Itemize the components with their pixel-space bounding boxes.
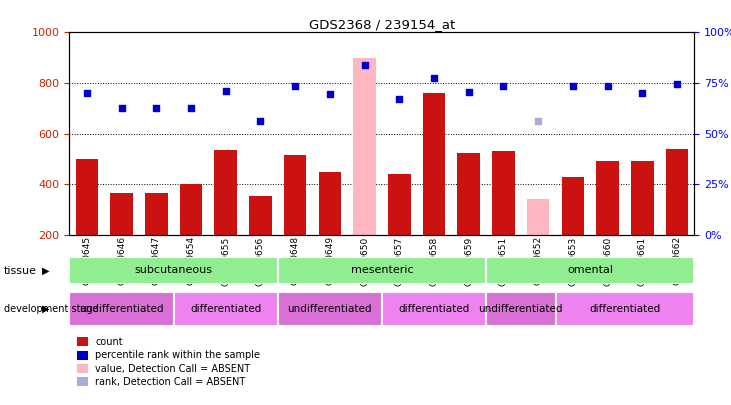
Point <box>115 105 127 111</box>
Bar <box>278 292 382 326</box>
Text: subcutaneous: subcutaneous <box>135 265 213 275</box>
Bar <box>284 155 306 235</box>
Bar <box>666 149 689 235</box>
Point <box>359 62 371 68</box>
Bar <box>214 150 237 235</box>
Bar <box>249 196 272 235</box>
Bar <box>75 159 98 235</box>
Point <box>254 118 266 124</box>
Text: undifferentiated: undifferentiated <box>287 304 372 314</box>
Text: differentiated: differentiated <box>398 304 469 314</box>
Text: tissue: tissue <box>4 266 37 275</box>
Text: differentiated: differentiated <box>190 304 261 314</box>
Text: development stage: development stage <box>4 304 98 314</box>
Text: undifferentiated: undifferentiated <box>479 304 563 314</box>
Text: undifferentiated: undifferentiated <box>79 304 164 314</box>
Bar <box>556 292 694 326</box>
Point <box>393 96 405 103</box>
Point <box>463 89 474 95</box>
Bar <box>382 292 486 326</box>
Text: ▶: ▶ <box>42 266 50 275</box>
Title: GDS2368 / 239154_at: GDS2368 / 239154_at <box>308 18 455 31</box>
Bar <box>180 184 202 235</box>
Point <box>498 82 510 89</box>
Text: omental: omental <box>567 265 613 275</box>
Text: value, Detection Call = ABSENT: value, Detection Call = ABSENT <box>95 364 250 373</box>
Point <box>289 82 301 89</box>
Bar <box>631 162 654 235</box>
Point <box>532 118 544 124</box>
Point <box>185 105 197 111</box>
Text: mesenteric: mesenteric <box>351 265 413 275</box>
Bar <box>353 58 376 235</box>
Text: count: count <box>95 337 123 347</box>
Point <box>428 75 440 81</box>
Text: rank, Detection Call = ABSENT: rank, Detection Call = ABSENT <box>95 377 246 387</box>
Bar <box>319 172 341 235</box>
Bar <box>110 193 133 235</box>
Bar <box>596 162 619 235</box>
Point <box>81 90 93 96</box>
Bar <box>486 257 694 284</box>
Bar <box>527 200 550 235</box>
Bar <box>69 257 278 284</box>
Bar <box>278 257 486 284</box>
Bar <box>492 151 515 235</box>
Point <box>671 81 683 87</box>
Point <box>324 91 336 98</box>
Text: ▶: ▶ <box>42 304 50 314</box>
Bar <box>486 292 556 326</box>
Bar <box>423 93 445 235</box>
Bar <box>69 292 173 326</box>
Bar <box>173 292 278 326</box>
Bar <box>388 174 411 235</box>
Point <box>220 87 232 94</box>
Point <box>637 90 648 96</box>
Bar <box>458 153 480 235</box>
Text: percentile rank within the sample: percentile rank within the sample <box>95 350 260 360</box>
Point <box>151 105 162 111</box>
Bar <box>145 193 167 235</box>
Point <box>602 82 613 89</box>
Bar <box>561 177 584 235</box>
Text: differentiated: differentiated <box>589 304 661 314</box>
Point <box>567 82 579 89</box>
